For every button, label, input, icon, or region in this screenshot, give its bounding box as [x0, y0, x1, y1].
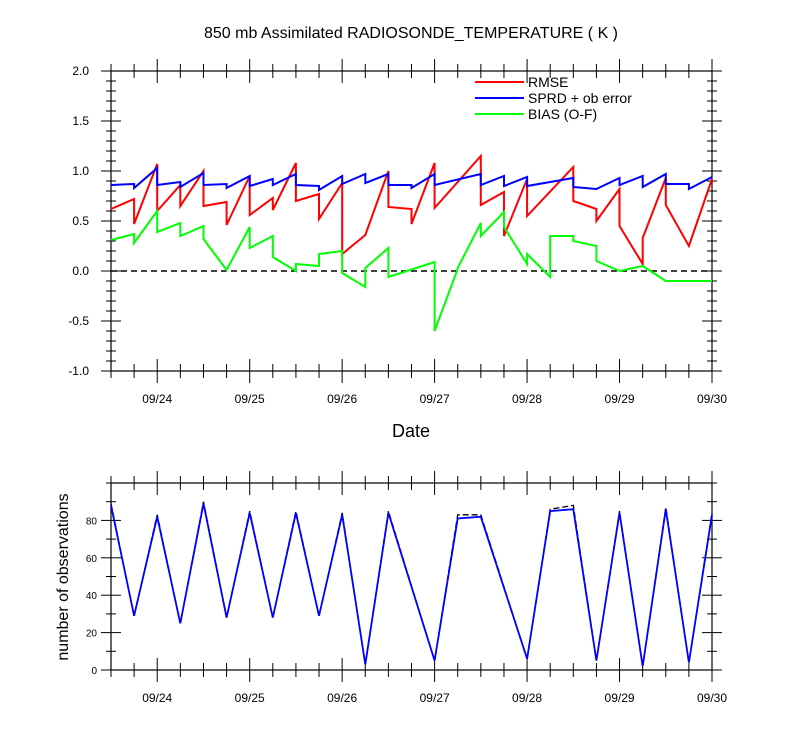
- y-tick-label: 40: [86, 591, 98, 602]
- series-line-sprd-ob-error: [110, 165, 713, 192]
- y-axis-label-observations: number of observations: [55, 493, 72, 660]
- chart-title: 850 mb Assimilated RADIOSONDE_TEMPERATUR…: [204, 25, 618, 42]
- series-line-bias: [110, 207, 712, 332]
- y-tick-label: -1.0: [68, 364, 89, 378]
- y-tick-label: 60: [86, 554, 98, 565]
- x-tick-label: 09/24: [142, 392, 172, 406]
- x-tick-label: 09/25: [235, 691, 265, 705]
- y-tick-label: 2.0: [72, 64, 89, 78]
- y-tick-label: 0: [91, 666, 97, 677]
- x-tick-label: 09/28: [512, 691, 542, 705]
- y-tick-label: 0.5: [72, 214, 89, 228]
- series-line-assimilated-obs: [110, 503, 713, 667]
- y-tick-label: 20: [86, 629, 98, 640]
- top-plot: 09/24 09/25 09/26 09/27 09/28 09/29 09/30 -1.0 -…: [68, 59, 727, 406]
- x-tick-label: 09/29: [605, 392, 635, 406]
- x-tick-label: 09/27: [420, 392, 450, 406]
- x-tick-label: 09/26: [327, 691, 357, 705]
- x-tick-label: 09/30: [697, 691, 727, 705]
- x-tick-label: 09/25: [235, 392, 265, 406]
- y-tick-label: 1.5: [72, 114, 89, 128]
- y-tick-label: -0.5: [68, 314, 89, 328]
- x-axis-label: Date: [392, 421, 430, 441]
- legend-rmse-label: RMSE: [528, 74, 568, 90]
- series-line-possible-obs: [110, 501, 713, 667]
- legend-bias-label: BIAS (O-F): [528, 106, 597, 122]
- y-tick-label: 80: [86, 516, 98, 527]
- x-tick-label: 09/27: [420, 691, 450, 705]
- y-tick-label: 0.0: [72, 264, 89, 278]
- x-tick-label: 09/30: [697, 392, 727, 406]
- x-tick-label: 09/24: [142, 691, 172, 705]
- bottom-plot: 09/24 09/25 09/26 09/27 09/28 09/29 09/30 0 20 40…: [86, 471, 727, 705]
- x-tick-label: 09/29: [605, 691, 635, 705]
- legend-sprd-ob-error-label: SPRD + ob error: [528, 90, 632, 106]
- x-tick-label: 09/26: [327, 392, 357, 406]
- y-tick-label: 1.0: [72, 164, 89, 178]
- series-line-rmse: [110, 153, 713, 268]
- x-tick-label: 09/28: [512, 392, 542, 406]
